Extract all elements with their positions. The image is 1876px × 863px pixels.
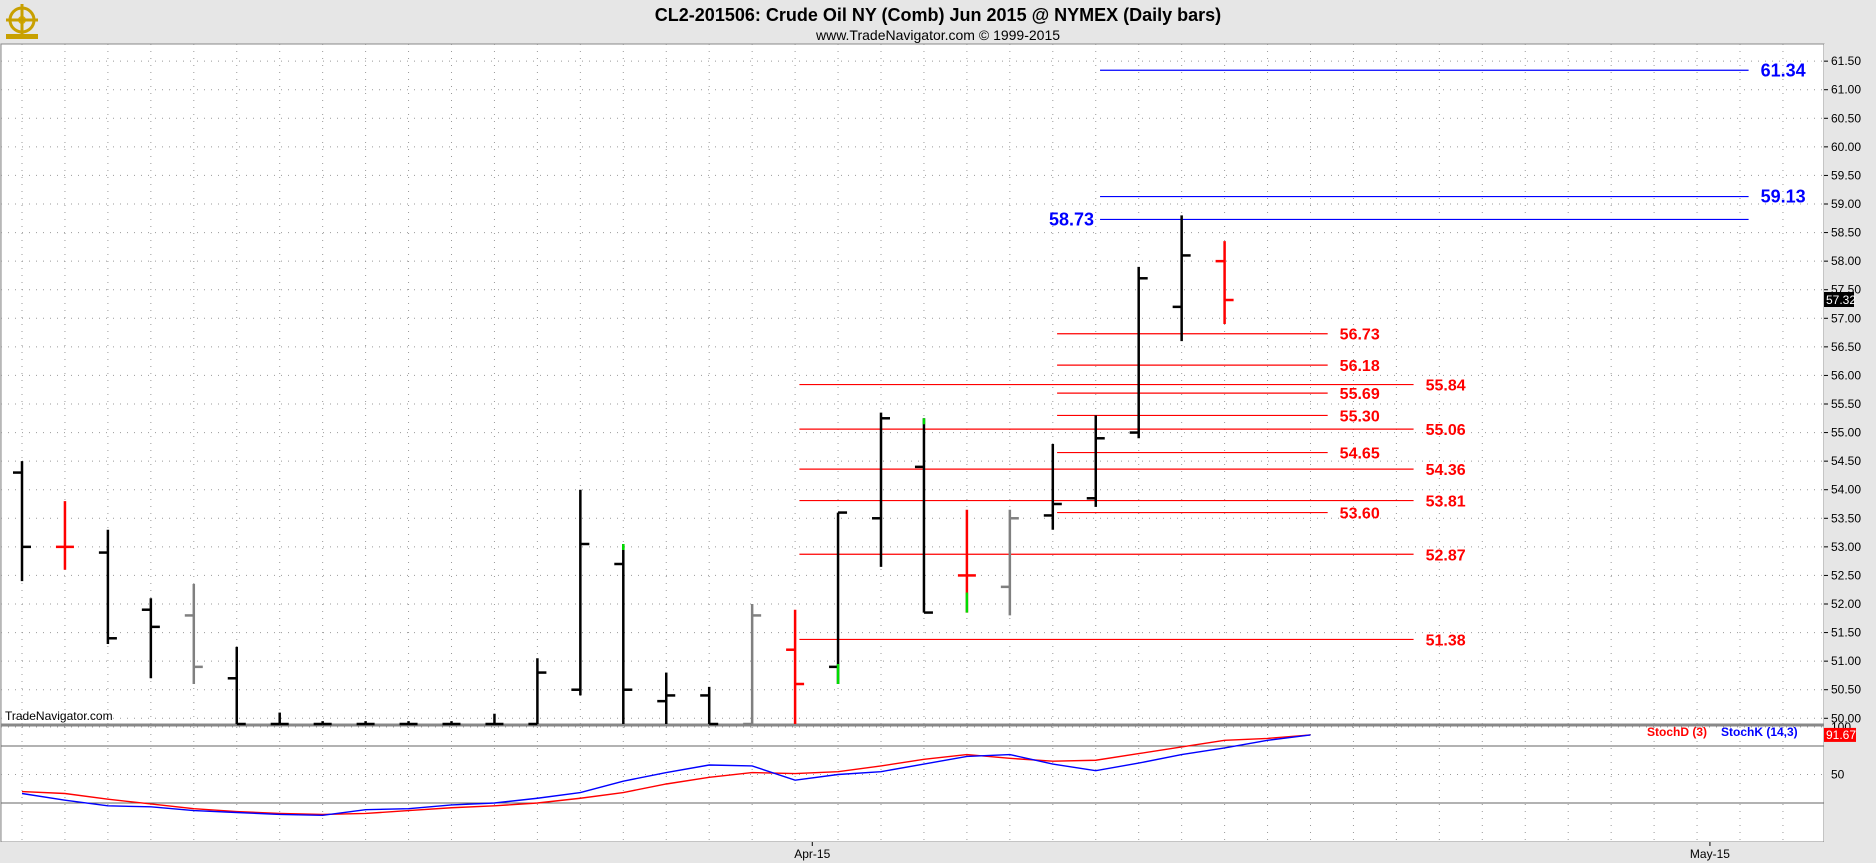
price-tick-label: 55.50	[1831, 397, 1861, 411]
ohlc-bar	[184, 584, 203, 684]
stoch-last-tag	[1824, 727, 1856, 742]
date-tick-label: May-15	[1690, 847, 1730, 861]
price-tick-label: 57.00	[1831, 311, 1861, 325]
ohlc-bar	[442, 721, 461, 726]
level-label: 54.36	[1426, 462, 1466, 479]
price-tick-label: 59.00	[1831, 197, 1861, 211]
price-tick-label: 53.00	[1831, 540, 1861, 554]
ohlc-bar	[1215, 241, 1234, 324]
ohlc-bar	[1129, 266, 1148, 439]
ohlc-bar	[528, 658, 547, 726]
y-axis-labels: 50.00 50.50 51.00 51.50 52.00 52.50 53.00 53.50…	[1824, 54, 1861, 782]
ohlc-bar	[829, 511, 848, 684]
ohlc-bar	[1172, 215, 1191, 342]
legend-stochk: StochK (14,3)	[1721, 725, 1798, 739]
price-tick-label: 58.50	[1831, 226, 1861, 240]
level-label: 58.73	[1049, 209, 1094, 229]
ohlc-bar	[13, 461, 31, 582]
level-label: 55.06	[1426, 422, 1466, 439]
level-label: 56.18	[1340, 358, 1380, 375]
level-label: 55.84	[1426, 378, 1466, 395]
price-axis	[1824, 44, 1876, 842]
price-tick-label: 51.00	[1831, 654, 1861, 668]
ohlc-bar	[98, 529, 117, 644]
price-levels: 61.34 59.13 58.73 56.73 56.18 55.84 55.69 55.30…	[799, 60, 1806, 649]
price-tick-label: 56.50	[1831, 340, 1861, 354]
ohlc-bar	[55, 501, 74, 570]
ohlc-bar	[313, 721, 332, 726]
price-tick-label: 61.50	[1831, 54, 1861, 68]
level-label: 55.30	[1340, 408, 1380, 425]
level-label: 56.73	[1340, 327, 1380, 344]
ohlc-bar	[485, 713, 504, 726]
price-tick-label: 51.50	[1831, 626, 1861, 640]
ohlc-bar	[1043, 444, 1062, 530]
stochastic-lines	[21, 734, 1311, 817]
price-tick-label: 52.00	[1831, 597, 1861, 611]
tradenavigator-logo-icon	[6, 4, 38, 39]
ohlc-bar	[399, 721, 418, 726]
price-tick-label: 55.00	[1831, 426, 1861, 440]
level-label: 55.69	[1340, 386, 1380, 403]
ohlc-bar	[914, 418, 933, 614]
price-tick-label: 50.50	[1831, 683, 1861, 697]
price-tick-label: 58.00	[1831, 254, 1861, 268]
price-tick-label: 59.50	[1831, 168, 1861, 182]
price-tick-label: 60.00	[1831, 140, 1861, 154]
ohlc-bar	[657, 672, 676, 724]
ohlc-bar	[141, 598, 160, 679]
stoch-series-line	[21, 734, 1311, 816]
date-tick-label: Apr-15	[794, 847, 830, 861]
chart-title: CL2-201506: Crude Oil NY (Comb) Jun 2015…	[655, 5, 1221, 25]
ohlc-bar	[1086, 415, 1105, 507]
ohlc-bars	[13, 215, 1234, 726]
ohlc-bar	[957, 509, 976, 613]
ohlc-bar	[1000, 509, 1019, 616]
legend-stochd: StochD (3)	[1647, 725, 1707, 739]
level-label: 59.13	[1761, 187, 1806, 207]
gridlines	[1, 44, 1824, 842]
stoch-series-line	[21, 734, 1311, 817]
last-price-label: 57.32	[1826, 293, 1856, 307]
level-label: 53.81	[1426, 494, 1466, 511]
price-tick-label: 52.50	[1831, 568, 1861, 582]
ohlc-bar	[571, 489, 590, 696]
price-tick-label: 54.00	[1831, 483, 1861, 497]
stochastic-panel	[0, 724, 1825, 843]
date-axis	[0, 842, 1876, 863]
watermark: TradeNavigator.com	[5, 709, 113, 723]
level-label: 52.87	[1426, 547, 1466, 564]
price-tick-label: 60.50	[1831, 111, 1861, 125]
ohlc-bar	[872, 412, 890, 567]
ohlc-bar	[786, 609, 805, 724]
level-label: 53.60	[1340, 506, 1380, 523]
level-label: 61.34	[1761, 60, 1806, 80]
price-tick-label: 50.00	[1831, 711, 1861, 725]
last-price-tag	[1824, 292, 1854, 307]
ohlc-bar	[743, 604, 762, 726]
x-axis-labels: Apr-15 May-15	[794, 842, 1730, 861]
ohlc-bar	[227, 646, 246, 726]
ohlc-bar	[356, 721, 375, 726]
ohlc-bar	[614, 544, 633, 724]
price-tick-label: 61.00	[1831, 83, 1861, 97]
stoch-tick-label: 50	[1831, 768, 1845, 782]
price-tick-label: 53.50	[1831, 511, 1861, 525]
price-tick-label: 56.00	[1831, 368, 1861, 382]
stoch-last-label: 91.67	[1826, 728, 1856, 742]
ohlc-bar	[700, 686, 719, 726]
chart-subtitle: www.TradeNavigator.com © 1999-2015	[815, 27, 1060, 43]
level-label: 54.65	[1340, 446, 1380, 463]
level-label: 51.38	[1426, 632, 1466, 649]
ohlc-bar	[270, 712, 289, 726]
price-tick-label: 54.50	[1831, 454, 1861, 468]
